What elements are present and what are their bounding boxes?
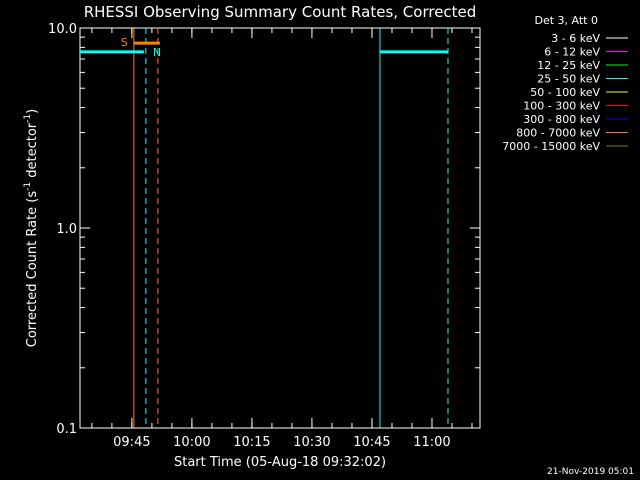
chart-title: RHESSI Observing Summary Count Rates, Co…	[84, 3, 477, 21]
legend-label: 800 - 7000 keV	[516, 127, 600, 140]
legend-label: 3 - 6 keV	[551, 32, 600, 45]
plot-area: 0.1 1.0 10.0 09:45 10:00 10:15 10:30 10:45 11:00…	[48, 22, 481, 450]
annotation-s: S	[121, 36, 128, 49]
y-tick-label: 0.1	[56, 422, 77, 437]
legend-label: 300 - 800 keV	[523, 113, 600, 126]
x-tick-label: 09:45	[113, 435, 150, 450]
x-tick-label: 11:00	[413, 435, 450, 450]
x-tick-label: 10:15	[233, 435, 270, 450]
y-axis-label: Corrected Count Rate (s-1 detector-1)	[23, 109, 40, 347]
annotation-n: N	[153, 46, 161, 59]
legend-title: Det 3, Att 0	[535, 14, 599, 27]
footer-date: 21-Nov-2019 05:01	[547, 467, 634, 477]
legend-label: 7000 - 15000 keV	[502, 140, 600, 153]
x-tick-label: 10:00	[173, 435, 210, 450]
legend-label: 25 - 50 keV	[537, 73, 600, 86]
legend-label: 100 - 300 keV	[523, 100, 600, 113]
legend-label: 12 - 25 keV	[537, 59, 600, 72]
y-tick-label: 1.0	[56, 222, 77, 237]
y-tick-label: 10.0	[48, 22, 77, 37]
x-tick-label: 10:30	[293, 435, 330, 450]
x-axis-label: Start Time (05-Aug-18 09:32:02)	[174, 455, 386, 470]
x-tick-label: 10:45	[353, 435, 390, 450]
legend-label: 6 - 12 keV	[544, 46, 600, 59]
legend-label: 50 - 100 keV	[530, 86, 600, 99]
